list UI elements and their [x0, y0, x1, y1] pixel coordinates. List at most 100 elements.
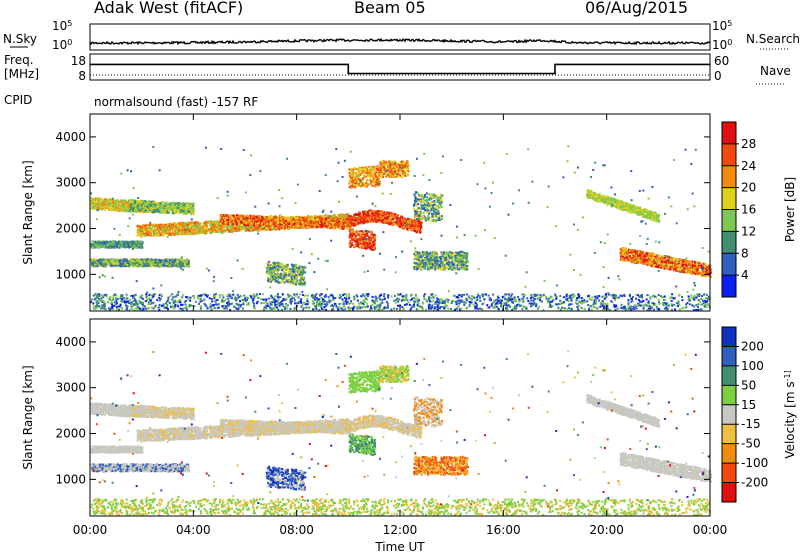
power-pixel: [294, 223, 296, 225]
power-pixel: [141, 227, 143, 229]
power-pixel: [103, 241, 105, 243]
power-pixel: [325, 219, 327, 221]
power-pixel: [220, 220, 222, 222]
power-pixel: [231, 218, 233, 220]
power-pixel: [135, 207, 137, 209]
power-pixel: [293, 219, 295, 221]
power-pixel: [250, 228, 252, 230]
power-pixel: [120, 246, 122, 248]
power-pixel: [258, 216, 260, 218]
power-pixel: [130, 200, 132, 202]
power-pixel: [131, 244, 133, 246]
power-pixel: [277, 222, 279, 224]
power-pixel: [252, 218, 254, 220]
power-pixel: [222, 222, 224, 224]
power-pixel: [141, 229, 143, 231]
power-pixel: [167, 223, 169, 225]
power-pixel: [329, 219, 331, 221]
power-pixel: [145, 224, 147, 226]
power-pixel: [166, 233, 168, 235]
power-pixel: [191, 229, 193, 231]
power-pixel: [186, 212, 188, 214]
power-pixel: [159, 206, 161, 208]
power-pixel: [159, 211, 161, 213]
power-pixel: [259, 225, 261, 227]
power-pixel: [225, 215, 227, 217]
power-pixel: [288, 223, 290, 225]
power-pixel: [182, 210, 184, 212]
power-pixel: [216, 224, 218, 226]
power-pixel: [193, 213, 195, 215]
power-pixel: [200, 230, 202, 232]
power-pixel: [113, 200, 115, 202]
power-pixel: [266, 227, 268, 229]
power-pixel: [185, 229, 187, 231]
power-pixel: [269, 224, 271, 226]
power-pixel: [189, 227, 191, 229]
power-pixel: [193, 224, 195, 226]
power-pixel: [278, 228, 280, 230]
power-pixel: [138, 203, 140, 205]
power-pixel: [257, 227, 259, 229]
power-pixel: [232, 227, 234, 229]
power-pixel: [110, 201, 112, 203]
power-pixel: [339, 223, 341, 225]
power-pixel: [146, 227, 148, 229]
power-pixel: [189, 233, 191, 235]
power-pixel: [192, 205, 194, 207]
power-pixel: [195, 229, 197, 231]
power-pixel: [125, 201, 127, 203]
power-pixel: [325, 225, 327, 227]
power-pixel: [250, 221, 252, 223]
power-pixel: [162, 226, 164, 228]
power-pixel: [184, 212, 186, 214]
power-pixel: [104, 209, 106, 211]
power-pixel: [255, 216, 257, 218]
power-pixel: [302, 218, 304, 220]
power-pixel: [200, 222, 202, 224]
power-pixel: [97, 204, 99, 206]
power-pixel: [100, 204, 102, 206]
power-pixel: [219, 225, 221, 227]
power-pixel: [126, 207, 128, 209]
power-pixel: [138, 231, 140, 233]
power-pixel: [139, 246, 141, 248]
power-pixel: [151, 228, 153, 230]
power-pixel: [121, 243, 123, 245]
power-pixel: [90, 243, 92, 245]
power-pixel: [169, 233, 171, 235]
power-pixel: [109, 208, 111, 210]
power-pixel: [320, 221, 322, 223]
power-pixel: [271, 216, 273, 218]
power-pixel: [162, 201, 164, 203]
power-pixel: [239, 215, 241, 217]
power-pixel: [158, 225, 160, 227]
power-pixel: [261, 223, 263, 225]
power-pixel: [103, 246, 105, 248]
power-pixel: [114, 209, 116, 211]
power-pixel: [309, 223, 311, 225]
power-pixel: [178, 207, 180, 209]
power-pixel: [284, 225, 286, 227]
power-pixel: [204, 226, 206, 228]
power-pixel: [193, 229, 195, 231]
power-pixel: [154, 224, 156, 226]
power-pixel: [210, 222, 212, 224]
power-pixel: [92, 206, 94, 208]
power-pixel: [217, 231, 219, 233]
power-pixel: [165, 204, 167, 206]
power-pixel: [136, 245, 138, 247]
power-pixel: [238, 223, 240, 225]
power-pixel: [285, 222, 287, 224]
power-pixel: [341, 219, 343, 221]
power-pixel: [101, 245, 103, 247]
power-pixel: [251, 221, 253, 223]
power-pixel: [180, 227, 182, 229]
power-pixel: [154, 209, 156, 211]
power-pixel: [135, 247, 137, 249]
power-pixel: [264, 217, 266, 219]
power-pixel: [187, 208, 189, 210]
power-pixel: [170, 202, 172, 204]
power-pixel: [308, 218, 310, 220]
